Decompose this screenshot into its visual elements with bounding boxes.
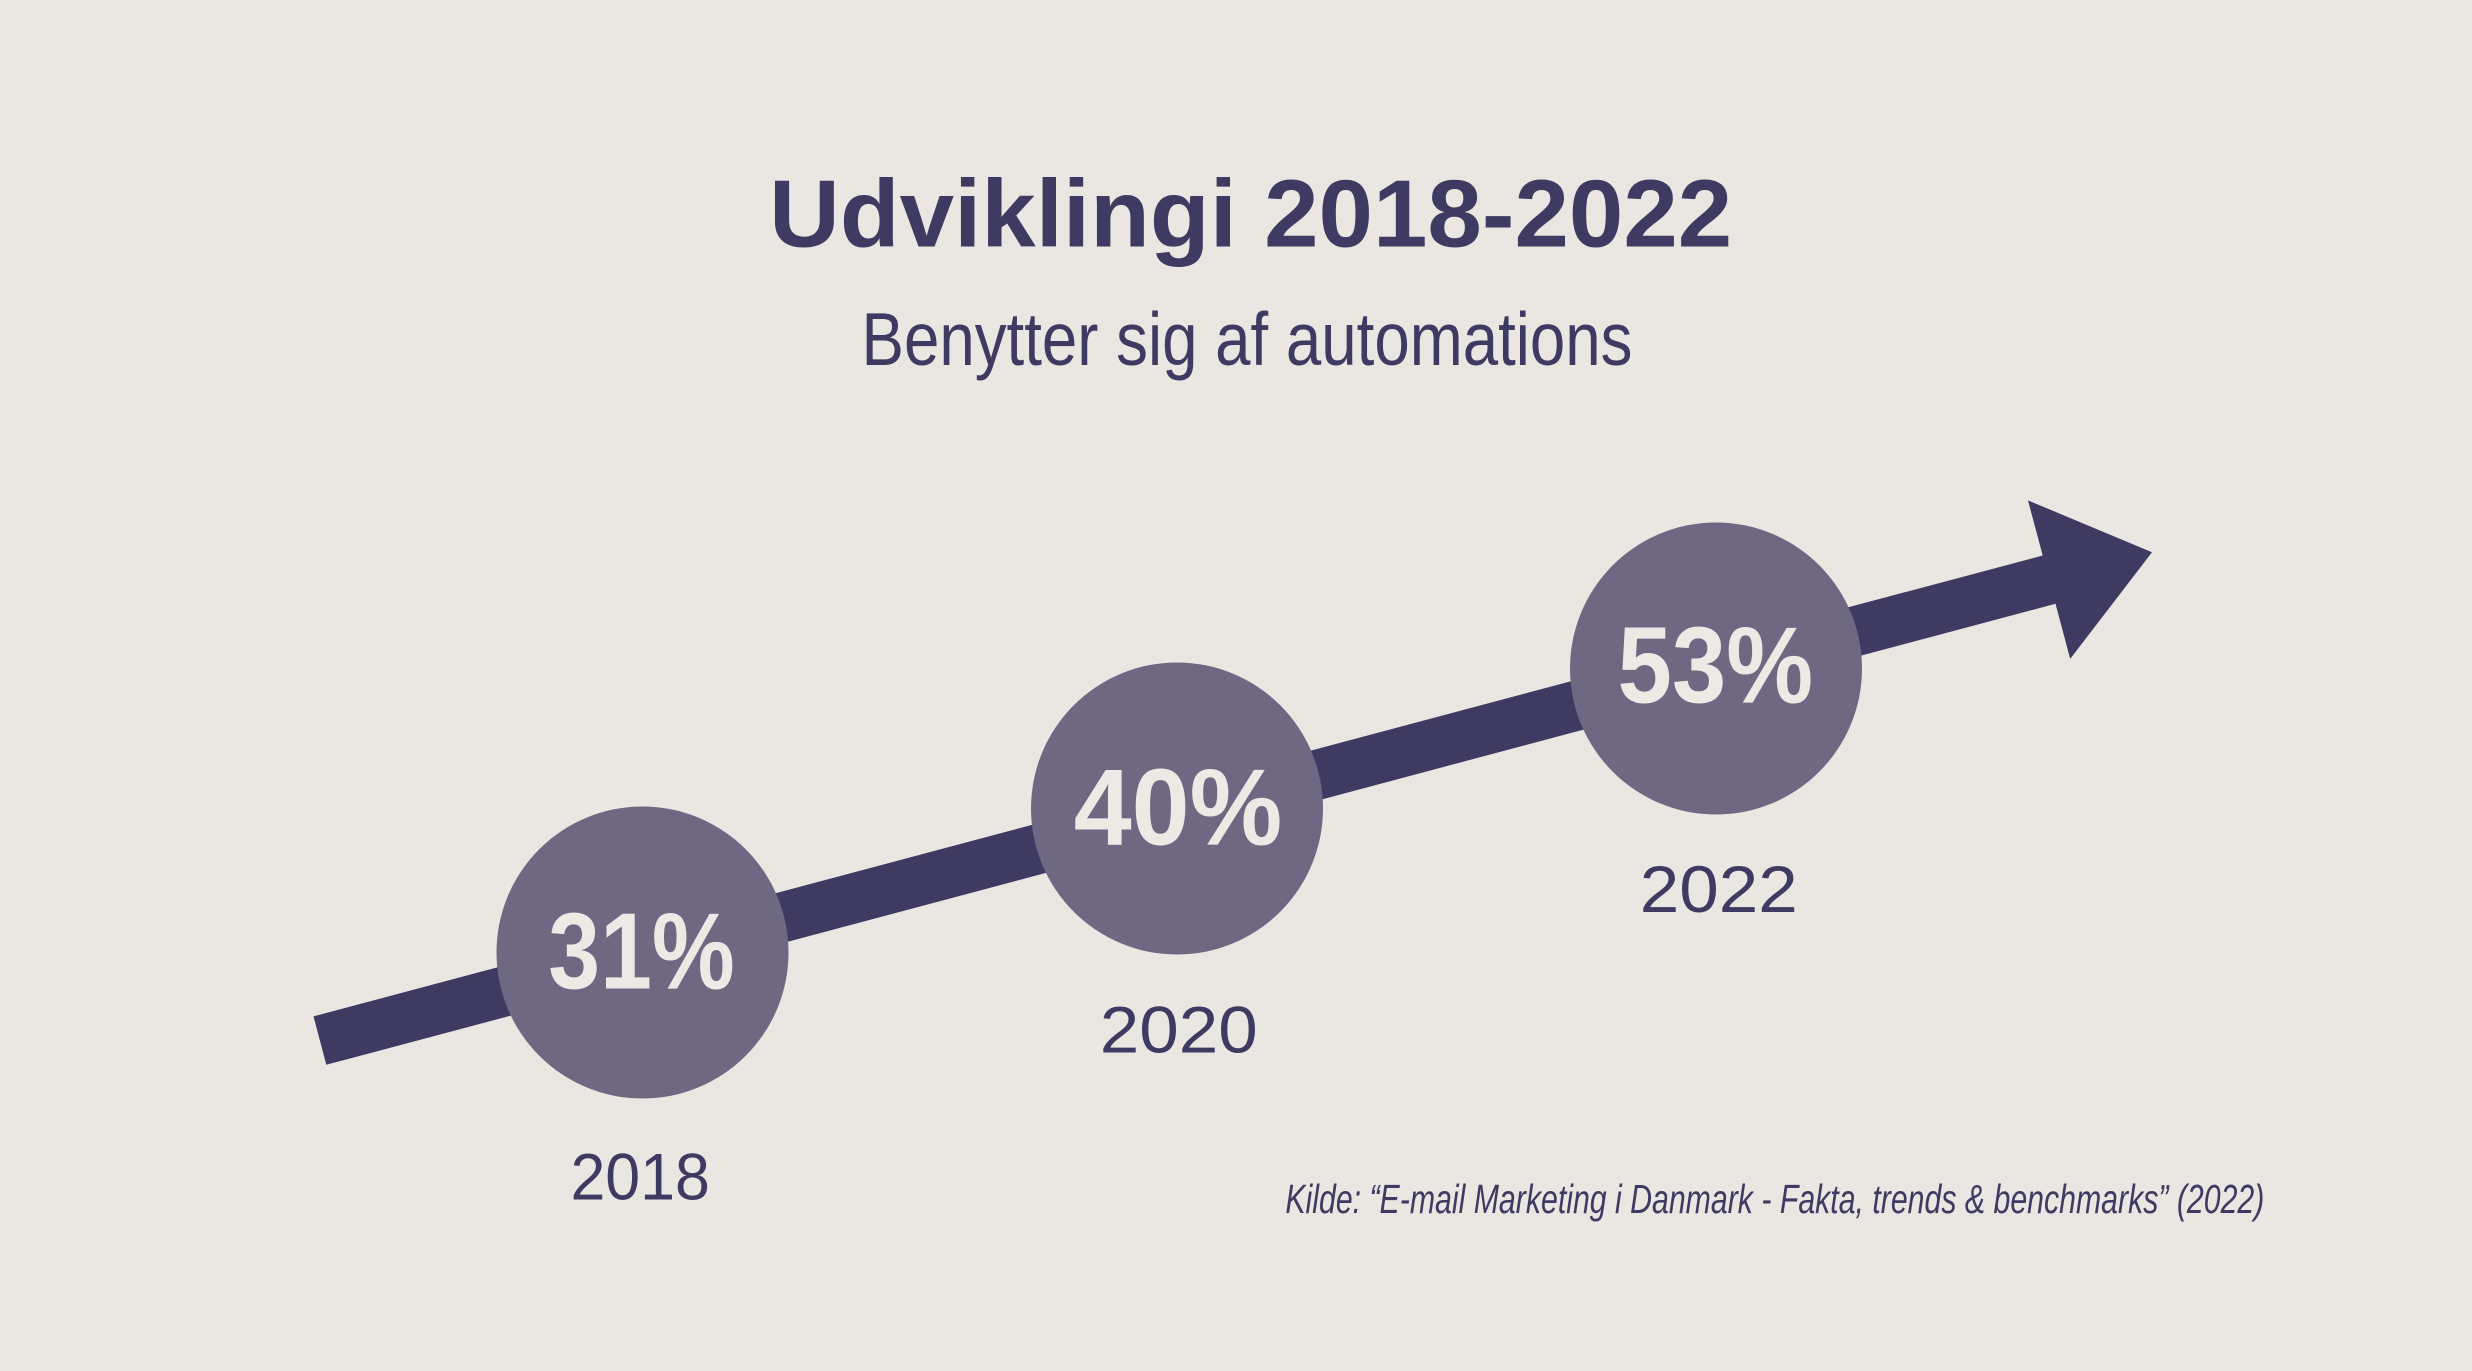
svg-text:31%: 31% [548,890,735,1011]
svg-text:Benytter sig af automations: Benytter sig af automations [862,297,1633,381]
svg-text:Kilde: “E-mail Marketing i Dan: Kilde: “E-mail Marketing i Danmark - Fak… [1285,1176,2264,1222]
svg-text:53%: 53% [1618,605,1814,726]
svg-text:2020: 2020 [1100,993,1258,1067]
svg-text:2018: 2018 [570,1139,710,1213]
svg-text:Udviklingi 2018-2022: Udviklingi 2018-2022 [769,160,1732,267]
svg-text:40%: 40% [1074,746,1283,867]
svg-text:2022: 2022 [1640,852,1798,926]
